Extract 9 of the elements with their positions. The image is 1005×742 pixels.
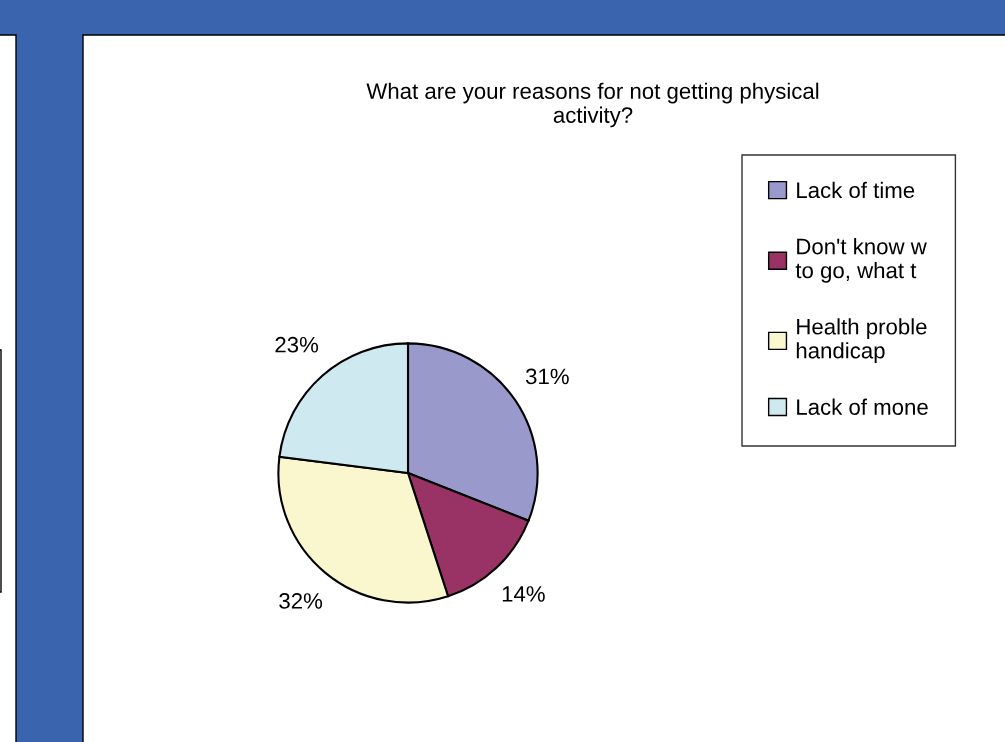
legend-label: Health proble handicap — [796, 318, 927, 363]
data-label: 14% — [502, 586, 545, 602]
data-label: 23% — [275, 336, 319, 353]
legend-label: Don't know w to go, what t — [795, 238, 927, 283]
chart-title: What are your reasons for not getting physical activity? — [366, 82, 819, 128]
data-label: 31% — [525, 368, 569, 385]
legend-label: Lack of time — [797, 181, 915, 199]
data-label: 32% — [279, 593, 323, 609]
legend-label: Lack of mone — [797, 398, 928, 415]
